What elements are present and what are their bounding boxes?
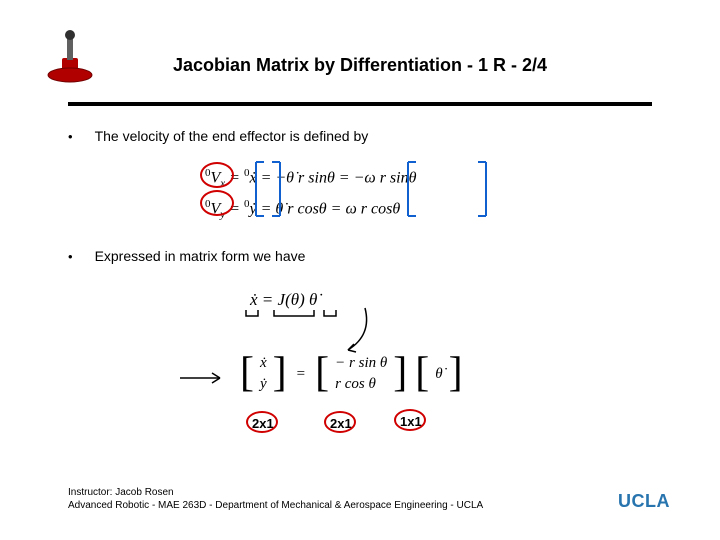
bracket-open: [ [240, 356, 254, 392]
eq1-line1: 0Vx = 0ẋ = −θ̇ r sinθ = −ω r sinθ [205, 167, 416, 190]
bullet-dot: • [68, 128, 73, 146]
bullet-1: • The velocity of the end effector is de… [68, 128, 368, 146]
mid-bot: r cos θ [335, 376, 387, 393]
bullet-2-text: Expressed in matrix form we have [95, 248, 306, 264]
mid-top: − r sin θ [335, 355, 387, 372]
bullet-dot: • [68, 248, 73, 266]
left-arrow [178, 368, 228, 388]
bullet-1-text: The velocity of the end effector is defi… [95, 128, 369, 144]
ucla-logo: UCLA [618, 491, 670, 512]
matrix-mid: − r sin θ r cos θ [335, 355, 387, 393]
eq1-line2: 0Vy = 0ẏ = θ̇ r cosθ = ω r cosθ [205, 198, 416, 221]
matrix-lhs: ẋ ẏ [260, 355, 267, 393]
bracket-open: [ [315, 356, 329, 392]
red-highlight-vy [200, 190, 234, 216]
bullet-2: • Expressed in matrix form we have [68, 248, 305, 266]
footer-line1: Instructor: Jacob Rosen [68, 486, 483, 499]
bracket-open: [ [415, 356, 429, 392]
title-underline [68, 102, 652, 106]
matrix-equation: [ ẋ ẏ ] = [ − r sin θ r cos θ ] [ θ̇ ] [240, 355, 463, 393]
rhs: θ̇ [435, 366, 442, 383]
lhs-top: ẋ [260, 355, 267, 372]
bracket-close: ] [449, 356, 463, 392]
bracket-close: ] [393, 356, 407, 392]
equation-2: ẋ = J(θ) θ̇ [250, 290, 317, 310]
equation-1: 0Vx = 0ẋ = −θ̇ r sinθ = −ω r sinθ 0Vy = … [205, 167, 416, 220]
bracket-close: ] [273, 356, 287, 392]
page-title: Jacobian Matrix by Differentiation - 1 R… [0, 55, 720, 76]
lhs-bot: ẏ [260, 376, 267, 393]
matrix-rhs: θ̇ [435, 366, 442, 383]
red-circle-d3 [394, 409, 426, 431]
blue-bracket-xdot [254, 160, 284, 218]
red-circle-d2 [324, 411, 356, 433]
blue-bracket-omega [406, 160, 490, 218]
footer-line2: Advanced Robotic - MAE 263D - Department… [68, 499, 483, 512]
footer: Instructor: Jacob Rosen Advanced Robotic… [68, 486, 483, 512]
red-circle-d1 [246, 411, 278, 433]
red-highlight-vx [200, 162, 234, 188]
